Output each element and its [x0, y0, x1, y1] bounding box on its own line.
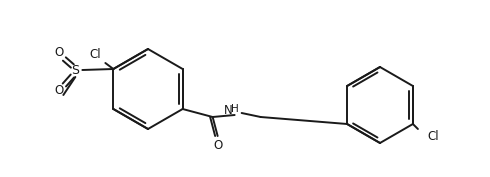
Text: S: S: [72, 64, 79, 78]
Text: O: O: [55, 84, 64, 98]
Text: O: O: [55, 47, 64, 59]
Text: H: H: [231, 104, 239, 114]
Text: N: N: [224, 104, 233, 118]
Text: Cl: Cl: [90, 48, 101, 61]
Text: Cl: Cl: [427, 130, 439, 142]
Text: O: O: [213, 139, 222, 152]
